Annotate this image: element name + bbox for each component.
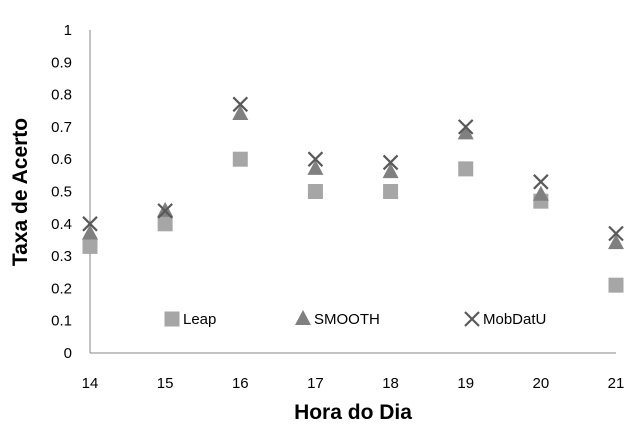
x-tick-label: 17 — [307, 375, 324, 392]
x-tick-label: 16 — [232, 375, 249, 392]
point-leap — [232, 151, 248, 167]
legend-marker-mobdatu — [464, 311, 480, 327]
x-tick-label: 15 — [157, 375, 174, 392]
legend-marker-smooth — [295, 310, 311, 325]
point-leap — [383, 184, 399, 199]
y-tick-label: 0.8 — [51, 87, 72, 104]
point-leap — [307, 184, 323, 199]
legend-marker-leap — [164, 311, 180, 327]
point-mobdatu — [382, 154, 399, 171]
point-smooth — [608, 234, 624, 250]
point-smooth — [457, 124, 474, 140]
y-tick-label: 0.4 — [51, 216, 72, 233]
point-smooth — [382, 163, 399, 179]
series-leap — [82, 151, 624, 293]
point-mobdatu — [232, 96, 249, 113]
legend-label-leap: Leap — [183, 311, 216, 328]
y-tick-labels: 0 0.1 0.2 0.3 0.4 0.5 0.6 0.7 0.8 0.9 1 — [51, 22, 72, 362]
x-tick-label: 20 — [533, 375, 550, 392]
data-marks — [82, 96, 624, 293]
point-smooth — [232, 104, 249, 120]
y-tick-label: 0.1 — [51, 313, 72, 330]
point-smooth — [307, 159, 324, 175]
y-axis-title: Taxa de Acerto — [9, 118, 32, 266]
y-tick-label: 1 — [64, 22, 72, 39]
y-tick-label: 0.7 — [51, 119, 72, 136]
y-tick-label: 0.3 — [51, 248, 72, 265]
point-mobdatu — [307, 151, 324, 167]
y-tick-label: 0 — [64, 345, 72, 362]
y-tick-label: 0.5 — [51, 184, 72, 201]
point-leap — [458, 161, 474, 177]
point-mobdatu — [608, 225, 624, 242]
x-tick-label: 19 — [457, 375, 474, 392]
x-axis-title: Hora do Dia — [294, 401, 412, 424]
x-tick-labels: 14 15 16 17 18 19 20 21 — [82, 375, 625, 392]
point-leap — [157, 216, 173, 232]
y-tick-label: 0.6 — [51, 151, 72, 168]
legend-label-smooth: SMOOTH — [314, 311, 380, 328]
x-tick-label: 21 — [608, 375, 625, 392]
y-tick-label: 0.2 — [51, 280, 72, 297]
point-mobdatu — [82, 216, 98, 232]
point-smooth — [82, 224, 98, 240]
legend-label-mobdatu: MobDatU — [483, 311, 546, 328]
series-mobdatu — [82, 96, 624, 242]
legend: Leap SMOOTH MobDatU — [164, 310, 546, 328]
point-smooth — [532, 185, 549, 201]
x-tick-label: 14 — [82, 375, 99, 392]
point-mobdatu — [457, 119, 474, 135]
x-tick-label: 18 — [382, 375, 399, 392]
point-mobdatu — [157, 203, 173, 219]
point-leap — [608, 277, 624, 293]
series-smooth — [82, 104, 624, 250]
y-tick-label: 0.9 — [51, 54, 72, 71]
point-mobdatu — [533, 174, 549, 190]
point-leap — [82, 238, 98, 254]
